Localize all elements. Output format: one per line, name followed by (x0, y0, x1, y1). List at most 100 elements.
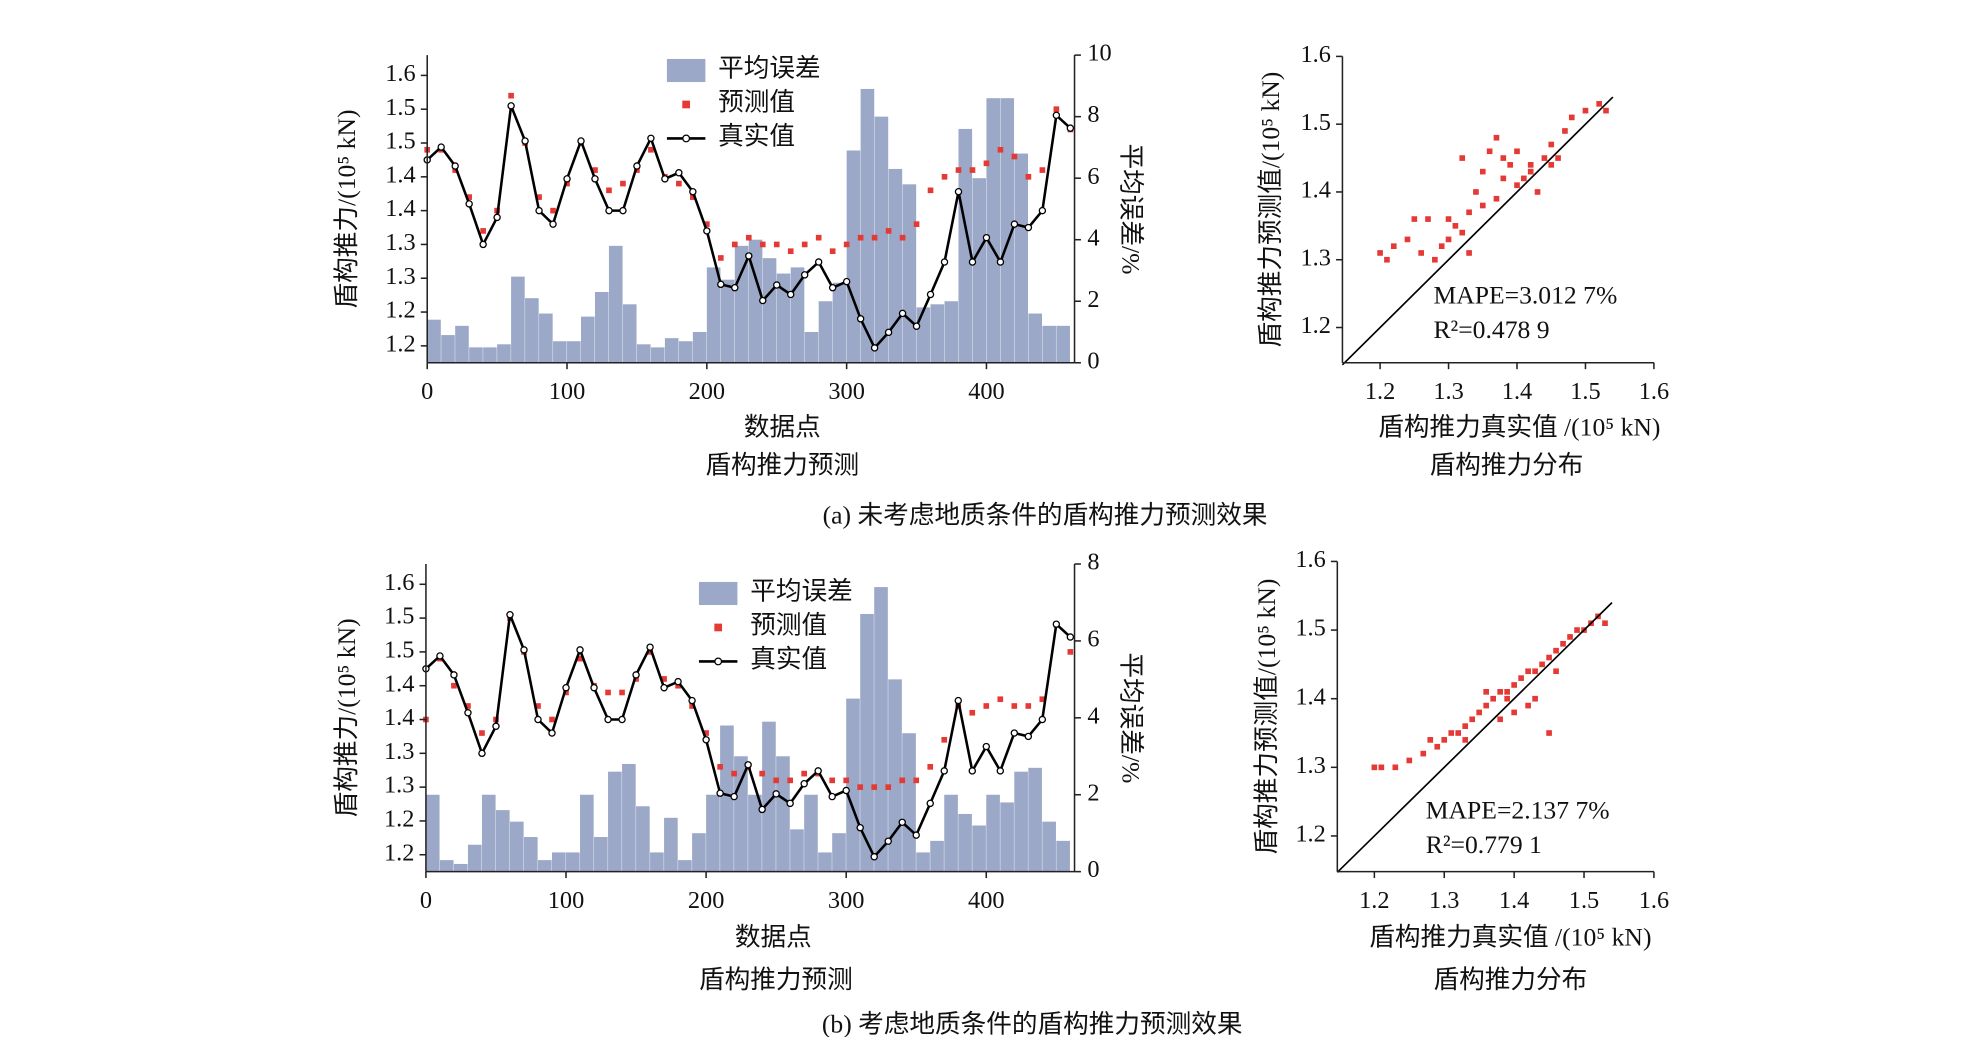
point (1455, 730, 1462, 736)
line-marker (940, 258, 949, 266)
x-tick-label: 100 (548, 887, 585, 914)
line-marker (632, 671, 640, 679)
point (829, 777, 836, 784)
point (969, 167, 976, 173)
point (983, 703, 990, 709)
point (1514, 148, 1520, 155)
line-marker (549, 220, 557, 228)
error-bar (636, 806, 650, 872)
error-bar (860, 613, 874, 872)
point (1525, 668, 1531, 675)
point (1483, 702, 1490, 709)
error-bar (608, 771, 622, 872)
line-marker (604, 715, 612, 724)
point (941, 174, 948, 180)
point (1490, 695, 1496, 702)
point (1500, 175, 1507, 182)
error-bar (692, 833, 706, 872)
line-marker (674, 677, 682, 686)
error-bar (888, 679, 902, 872)
y-tick-label: 1.3 (1295, 752, 1325, 779)
point (1493, 195, 1500, 202)
y-tick-label: 1.4 (385, 195, 415, 222)
error-bar (1042, 821, 1056, 872)
x-axis-label: 盾构推力真实值 /(10⁵ kN) (1378, 412, 1660, 441)
y-tick-label: 1.3 (385, 263, 415, 290)
point (1418, 250, 1424, 256)
line-marker (996, 767, 1005, 775)
y-tick-label: 1.5 (385, 94, 415, 121)
error-bar (650, 852, 664, 872)
error-bar (1042, 325, 1056, 363)
legend-label: 平均误差 (718, 53, 821, 82)
legend-label: 预测值 (750, 610, 827, 639)
point (927, 187, 934, 194)
error-bar (453, 863, 468, 872)
line-marker (954, 187, 963, 196)
point (1445, 236, 1452, 243)
error-bar (1014, 153, 1029, 363)
line-marker (507, 102, 515, 110)
point (955, 167, 962, 173)
y-tick-label: 1.4 (384, 704, 414, 731)
point (1425, 216, 1431, 222)
y2-tick-label: 8 (1087, 101, 1099, 128)
point (451, 682, 457, 689)
y-axis-label: 盾构推力预测值/(10⁵ kN) (1252, 579, 1281, 855)
line-marker (548, 729, 556, 737)
line-marker (675, 169, 683, 177)
error-bar (944, 794, 958, 872)
point (1469, 716, 1476, 723)
error-bar (552, 852, 566, 872)
point (745, 234, 752, 241)
point (704, 221, 710, 227)
error-bar (874, 116, 889, 363)
line-marker (436, 652, 444, 660)
line-marker (968, 258, 977, 266)
point (465, 703, 471, 709)
point (1553, 647, 1559, 654)
y-tick-label: 1.5 (1295, 615, 1325, 642)
y-tick-label: 1.2 (384, 806, 414, 833)
line-marker (828, 792, 836, 801)
point (452, 167, 458, 173)
point (1497, 716, 1503, 723)
point (1011, 153, 1018, 160)
x-axis-label: 数据点 (735, 922, 812, 951)
caption: (a) 未考虑地质条件的盾构推力预测效果 (823, 501, 1268, 530)
y-axis-label: 盾构推力/(10⁵ kN) (332, 109, 361, 308)
point (759, 241, 766, 248)
line-marker (773, 281, 781, 289)
point (1507, 162, 1513, 168)
point (1521, 175, 1527, 182)
point (857, 784, 864, 790)
point (1476, 709, 1483, 716)
line-marker (660, 684, 668, 692)
error-bar (425, 794, 440, 872)
point (620, 180, 626, 187)
y-axis-label: 盾构推力/(10⁵ kN) (332, 618, 361, 817)
error-bar (832, 282, 847, 363)
x-axis-label: 盾构推力真实值 /(10⁵ kN) (1369, 922, 1651, 951)
error-bar (916, 307, 931, 363)
point (1497, 689, 1503, 695)
y-tick-label: 1.5 (385, 128, 415, 155)
point (1560, 640, 1566, 647)
x-tick-label: 1.4 (1499, 887, 1529, 914)
y-tick-label: 1.3 (1300, 244, 1330, 271)
legend-label: 平均误差 (750, 576, 853, 605)
line-marker (563, 175, 571, 183)
y-tick-label: 1.2 (385, 297, 415, 324)
point (1553, 668, 1559, 675)
line-marker (912, 322, 921, 330)
point (563, 689, 569, 696)
point (1438, 243, 1445, 249)
x-tick-label: 0 (421, 378, 433, 405)
line-marker (492, 722, 500, 730)
point (1562, 128, 1568, 134)
y-tick-label: 1.2 (385, 330, 415, 357)
point (1527, 162, 1534, 168)
line-marker (465, 200, 473, 208)
point (1462, 723, 1469, 729)
